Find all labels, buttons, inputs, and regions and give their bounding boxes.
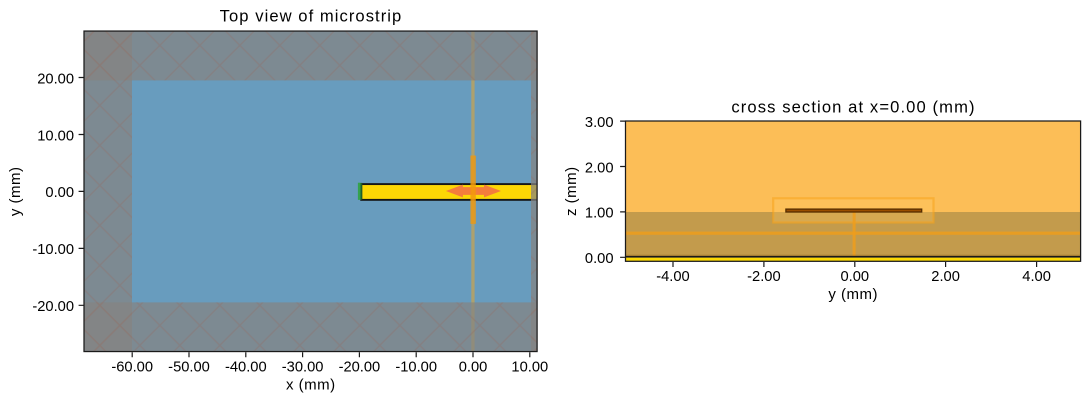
svg-text:3.00: 3.00 xyxy=(585,115,614,131)
svg-text:y (mm): y (mm) xyxy=(828,286,878,303)
svg-text:0.00: 0.00 xyxy=(841,269,870,285)
svg-text:Top view of microstrip: Top view of microstrip xyxy=(220,7,403,26)
svg-text:-20.00: -20.00 xyxy=(32,299,74,315)
svg-text:-40.00: -40.00 xyxy=(225,359,267,375)
svg-text:0.00: 0.00 xyxy=(459,359,488,375)
svg-text:cross section at x=0.00 (mm): cross section at x=0.00 (mm) xyxy=(731,97,975,116)
svg-text:1.00: 1.00 xyxy=(585,206,614,222)
svg-text:-20.00: -20.00 xyxy=(339,359,381,375)
svg-text:-2.00: -2.00 xyxy=(747,269,780,285)
svg-text:-4.00: -4.00 xyxy=(656,269,689,285)
svg-text:-50.00: -50.00 xyxy=(168,359,210,375)
svg-text:0.00: 0.00 xyxy=(45,185,74,201)
svg-text:0.00: 0.00 xyxy=(585,251,614,267)
svg-text:-10.00: -10.00 xyxy=(395,359,437,375)
svg-text:-10.00: -10.00 xyxy=(32,242,74,258)
svg-text:10.00: 10.00 xyxy=(37,128,74,144)
svg-text:2.00: 2.00 xyxy=(585,160,614,176)
svg-text:4.00: 4.00 xyxy=(1022,269,1051,285)
svg-text:y (mm): y (mm) xyxy=(7,166,24,216)
svg-text:10.00: 10.00 xyxy=(511,359,548,375)
svg-text:-30.00: -30.00 xyxy=(282,359,324,375)
svg-text:x (mm): x (mm) xyxy=(286,376,336,393)
svg-text:2.00: 2.00 xyxy=(931,269,960,285)
svg-text:z (mm): z (mm) xyxy=(563,166,580,216)
svg-text:20.00: 20.00 xyxy=(37,71,74,87)
svg-text:-60.00: -60.00 xyxy=(111,359,153,375)
